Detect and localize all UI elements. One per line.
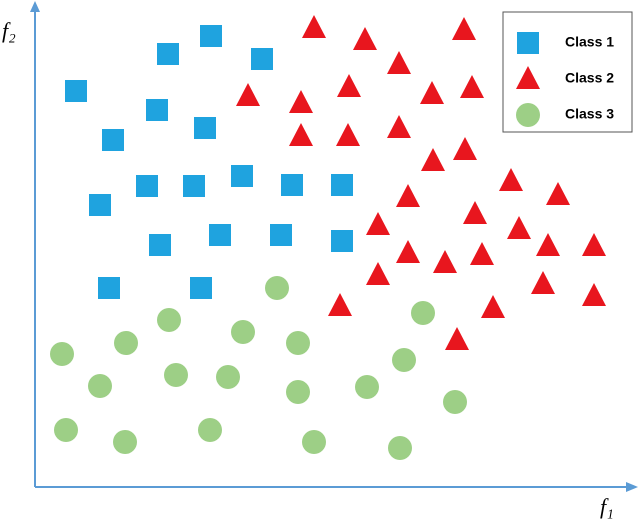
point	[231, 320, 255, 344]
legend-label: Class 1	[565, 34, 614, 50]
point	[546, 182, 570, 205]
point	[582, 233, 606, 256]
point	[157, 43, 179, 65]
legend-marker	[516, 103, 540, 127]
x-axis-arrow	[626, 482, 638, 492]
point	[302, 430, 326, 454]
point	[433, 250, 457, 273]
point	[353, 27, 377, 50]
point	[445, 327, 469, 350]
point	[50, 342, 74, 366]
point	[499, 168, 523, 191]
point	[113, 430, 137, 454]
point	[392, 348, 416, 372]
point	[149, 234, 171, 256]
point	[286, 380, 310, 404]
point	[102, 129, 124, 151]
point	[582, 283, 606, 306]
point	[286, 331, 310, 355]
point	[470, 242, 494, 265]
point	[216, 365, 240, 389]
point	[146, 99, 168, 121]
point	[194, 117, 216, 139]
legend-marker	[516, 66, 540, 89]
point	[231, 165, 253, 187]
point	[98, 277, 120, 299]
legend-label: Class 3	[565, 106, 614, 122]
point	[420, 81, 444, 104]
point	[387, 115, 411, 138]
point	[157, 308, 181, 332]
point	[65, 80, 87, 102]
x-axis-label: f₁	[600, 494, 614, 519]
point	[453, 137, 477, 160]
point	[114, 331, 138, 355]
point	[164, 363, 188, 387]
point	[366, 212, 390, 235]
y-axis-label: f₂	[2, 18, 16, 43]
point	[463, 201, 487, 224]
point	[88, 374, 112, 398]
point	[302, 15, 326, 38]
point	[136, 175, 158, 197]
point	[336, 123, 360, 146]
point	[190, 277, 212, 299]
point	[531, 271, 555, 294]
point	[281, 174, 303, 196]
point	[331, 230, 353, 252]
point	[507, 216, 531, 239]
legend-marker	[517, 32, 539, 54]
point	[366, 262, 390, 285]
point	[388, 436, 412, 460]
point	[198, 418, 222, 442]
point	[452, 17, 476, 40]
point	[331, 174, 353, 196]
point	[236, 83, 260, 106]
point	[396, 240, 420, 263]
point	[536, 233, 560, 256]
point	[355, 375, 379, 399]
y-axis-arrow	[30, 1, 40, 12]
point	[251, 48, 273, 70]
point	[481, 295, 505, 318]
point	[289, 123, 313, 146]
point	[328, 293, 352, 316]
point	[54, 418, 78, 442]
point	[396, 184, 420, 207]
point	[289, 90, 313, 113]
point	[387, 51, 411, 74]
point	[270, 224, 292, 246]
point	[265, 276, 289, 300]
point	[337, 74, 361, 97]
point	[200, 25, 222, 47]
point	[460, 75, 484, 98]
point	[411, 301, 435, 325]
legend-label: Class 2	[565, 70, 614, 86]
point	[89, 194, 111, 216]
point	[209, 224, 231, 246]
point	[183, 175, 205, 197]
point	[443, 390, 467, 414]
point	[421, 148, 445, 171]
